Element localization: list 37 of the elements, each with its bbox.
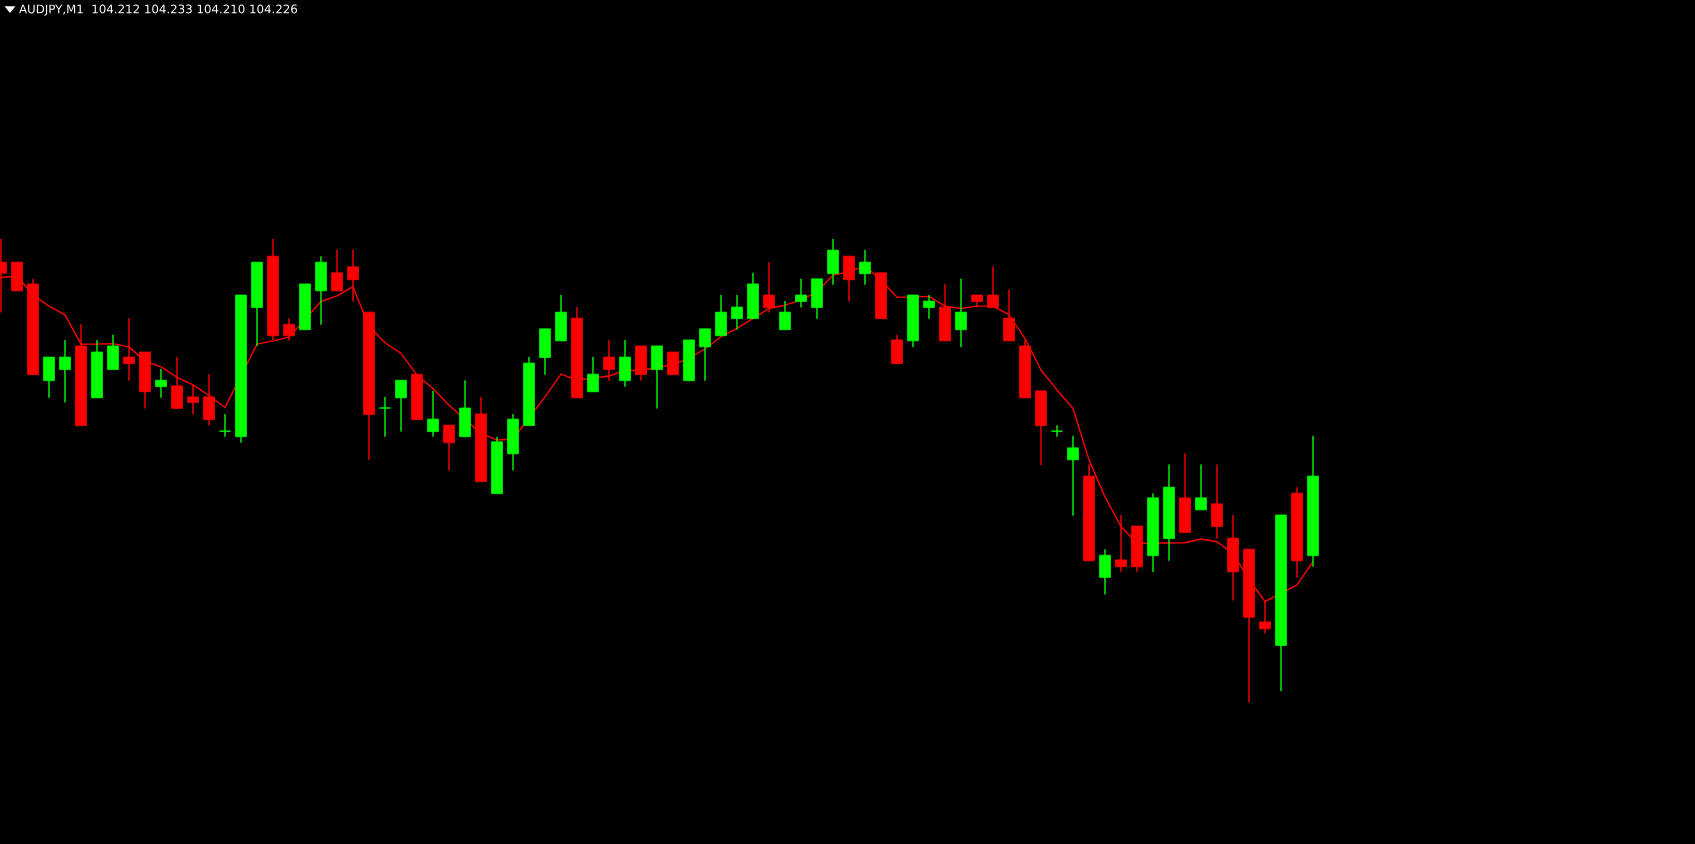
candlestick xyxy=(667,351,679,376)
candlestick xyxy=(699,328,711,382)
candlestick xyxy=(779,300,791,331)
candlestick xyxy=(1099,548,1111,596)
candlestick xyxy=(795,278,807,309)
candlestick xyxy=(395,379,407,433)
chart-title: AUDJPY,M1 104.212 104.233 104.210 104.226 xyxy=(19,4,298,16)
candlestick xyxy=(378,396,392,438)
candlestick xyxy=(43,356,55,399)
candlestick xyxy=(443,424,455,472)
candlestick xyxy=(155,368,167,399)
candlestick xyxy=(1211,463,1223,540)
candlestick xyxy=(603,339,615,382)
candlestick xyxy=(107,334,119,371)
candlestick xyxy=(187,384,199,416)
candlestick xyxy=(859,249,871,286)
candlestick xyxy=(283,317,295,342)
candlestick xyxy=(587,356,599,393)
candlestick xyxy=(1050,424,1064,438)
candlestick xyxy=(651,345,663,410)
candlestick xyxy=(1067,435,1079,517)
candlestick xyxy=(171,356,183,410)
candlestick xyxy=(1003,289,1015,342)
candlestick xyxy=(827,238,839,286)
candlestick xyxy=(123,317,135,382)
candlestick xyxy=(619,339,631,388)
candlestick xyxy=(923,294,935,320)
candlestick xyxy=(1195,463,1207,511)
candlestick xyxy=(218,413,232,438)
candlestick xyxy=(203,373,215,427)
candlestick xyxy=(1115,514,1127,573)
candlestick xyxy=(59,339,71,404)
candlestick xyxy=(427,390,439,438)
candlestick xyxy=(955,278,967,348)
candlestick xyxy=(731,294,743,331)
candlestick xyxy=(715,294,727,337)
candlestick xyxy=(891,334,903,365)
